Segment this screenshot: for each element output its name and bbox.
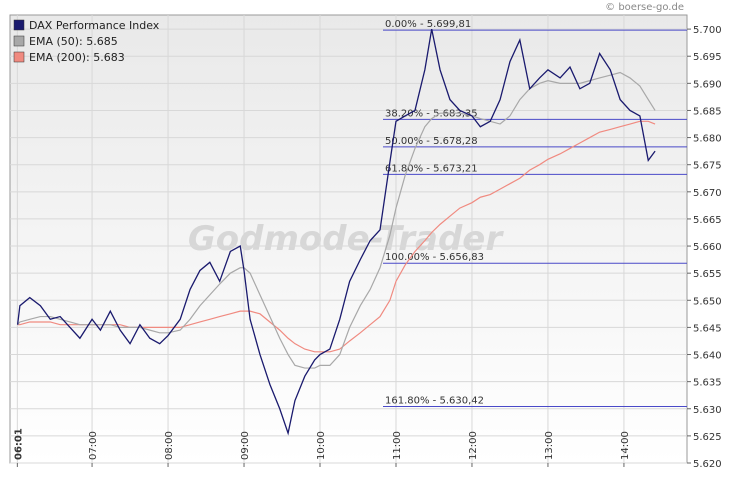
y-tick-label: 5.700: [693, 25, 722, 36]
fib-label: 50.00% - 5.678,28: [385, 136, 478, 147]
y-tick-label: 5.685: [693, 106, 722, 117]
fib-label: 61.80% - 5.673,21: [385, 163, 478, 174]
credit: © boerse-go.de: [605, 2, 684, 13]
y-tick-label: 5.670: [693, 188, 722, 199]
y-tick-label: 5.640: [693, 351, 722, 362]
x-tick-label: 14:00: [620, 431, 631, 460]
y-tick-label: 5.620: [693, 459, 722, 470]
series-line: [17, 120, 656, 353]
y-tick-label: 5.655: [693, 269, 722, 280]
x-tick-label: 07:00: [88, 431, 99, 460]
fib-label: 0.00% - 5.699,81: [385, 19, 471, 30]
x-tick-label: 10:00: [316, 431, 327, 460]
y-tick-label: 5.650: [693, 296, 722, 307]
legend: DAX Performance Index EMA (50): 5.685 EMA …: [13, 19, 160, 64]
legend-label: EMA (50): 5.685: [29, 35, 118, 48]
annotations: 0.00% - 5.699,81 38.20% - 5.683,35 50.00% …: [383, 19, 687, 407]
x-tick-label: 11:00: [392, 431, 403, 460]
y-tick-label: 5.645: [693, 323, 722, 334]
plot-area: [9, 14, 688, 464]
x-tick-label: 08:00: [164, 431, 175, 460]
legend-label: EMA (200): 5.683: [29, 51, 125, 64]
y-tick-label: 5.625: [693, 432, 722, 443]
series: [16, 28, 656, 436]
fib-label: 100.00% - 5.656,83: [385, 252, 484, 263]
y-tick-label: 5.660: [693, 242, 722, 253]
fib-label: 38.20% - 5.683,35: [385, 108, 478, 119]
fib-label: 161.80% - 5.630,42: [385, 395, 484, 406]
y-tick-label: 5.695: [693, 52, 722, 63]
y-tick-label: 5.665: [693, 215, 722, 226]
series-line: [16, 28, 656, 436]
legend-swatch: [13, 19, 25, 31]
legend-swatch: [13, 35, 25, 47]
legend-swatch: [13, 51, 25, 63]
x-tick-label: 09:00: [240, 431, 251, 460]
series-line: [17, 71, 656, 369]
y-tick-label: 5.675: [693, 161, 722, 172]
y-tick-label: 5.690: [693, 79, 722, 90]
y-tick-label: 5.635: [693, 378, 722, 389]
x-tick-label: 12:00: [468, 431, 479, 460]
y-tick-label: 5.630: [693, 405, 722, 416]
legend-label: DAX Performance Index: [29, 19, 160, 32]
x-tick-label: 06:01: [13, 428, 24, 460]
y-tick-label: 5.680: [693, 134, 722, 145]
x-tick-label: 13:00: [544, 431, 555, 460]
